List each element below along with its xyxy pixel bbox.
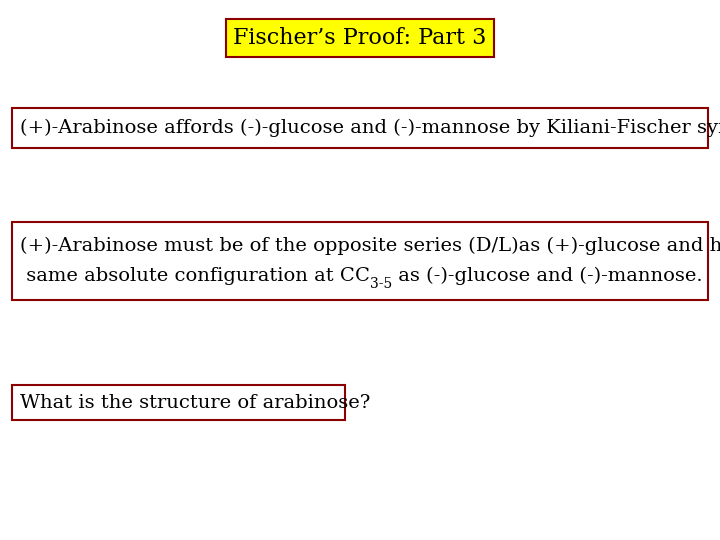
Text: (+)-Arabinose affords (-)-glucose and (-)-mannose by Kiliani-Fischer synthesis.: (+)-Arabinose affords (-)-glucose and (-… [20, 119, 720, 137]
Text: C: C [355, 267, 369, 285]
FancyBboxPatch shape [12, 222, 708, 300]
FancyBboxPatch shape [12, 108, 708, 148]
Text: Fischer’s Proof: Part 3: Fischer’s Proof: Part 3 [233, 27, 487, 49]
FancyBboxPatch shape [12, 385, 345, 420]
Text: same absolute configuration at C: same absolute configuration at C [20, 267, 355, 285]
Text: (+)-Arabinose must be of the opposite series (D/L)as (+)-glucose and have the: (+)-Arabinose must be of the opposite se… [20, 237, 720, 255]
Text: as (-)-glucose and (-)-mannose.: as (-)-glucose and (-)-mannose. [392, 267, 703, 285]
Text: 3-5: 3-5 [369, 277, 392, 291]
Text: What is the structure of arabinose?: What is the structure of arabinose? [20, 394, 370, 411]
